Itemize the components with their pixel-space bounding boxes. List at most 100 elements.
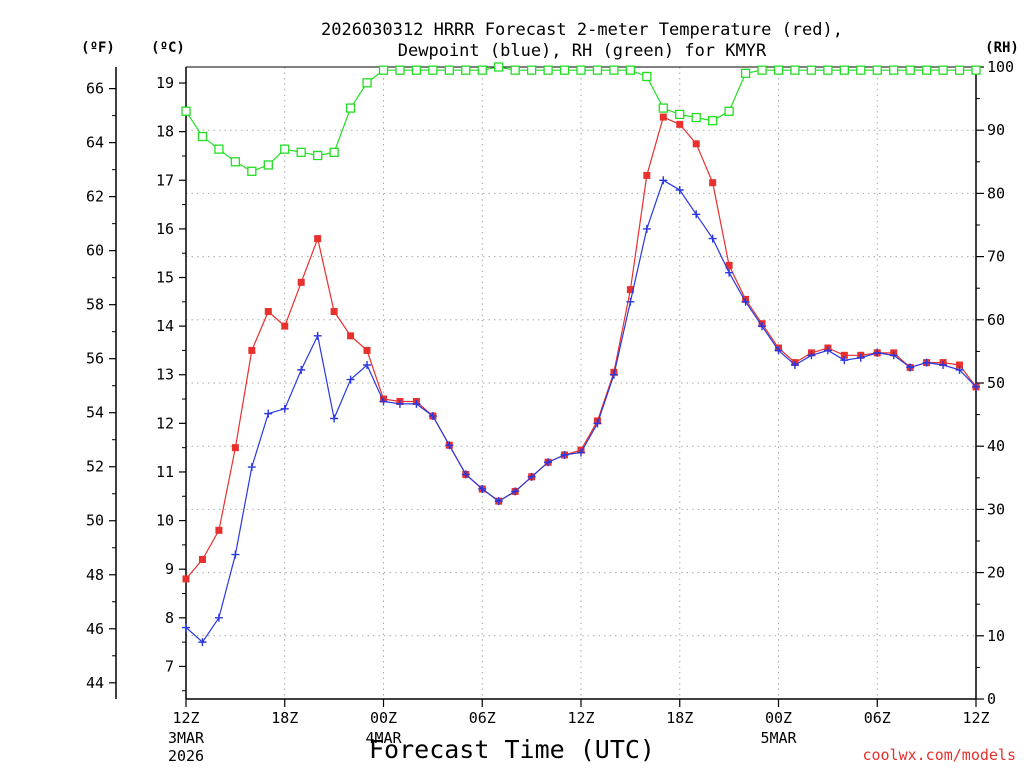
series-layer (181, 62, 981, 647)
dewpoint-point (494, 497, 503, 506)
rh-point (230, 157, 241, 167)
fahrenheit-tick-label: 48 (86, 566, 104, 584)
temperature-point (725, 261, 733, 269)
dewpoint-point (297, 365, 306, 374)
rh-point (757, 65, 767, 75)
fahrenheit-tick-label: 60 (86, 242, 104, 260)
celsius-tick-label: 19 (156, 74, 174, 92)
dewpoint-point (922, 358, 931, 367)
rh-point (658, 103, 668, 113)
x-tick-label: 12Z (172, 709, 199, 727)
temperature-point (314, 235, 322, 243)
rh-point (675, 109, 685, 120)
temperature-point (659, 113, 667, 121)
rh-tick-label: 50 (987, 374, 1005, 392)
rh-point (790, 65, 800, 75)
rh-point (954, 65, 965, 75)
dewpoint-point (247, 463, 256, 472)
fahrenheit-tick-label: 56 (86, 350, 104, 368)
dewpoint-point (840, 356, 849, 365)
temperature-point (363, 346, 371, 354)
dewpoint-point (577, 448, 585, 457)
dewpoint-point (461, 470, 470, 479)
temperature-point (956, 361, 964, 369)
fahrenheit-tick-label: 46 (86, 620, 104, 638)
fahrenheit-tick-label: 64 (86, 134, 104, 152)
x-tick-label: 06Z (469, 709, 496, 727)
rh-point (428, 65, 438, 75)
celsius-tick-label: 13 (156, 366, 174, 384)
temperature-point (709, 179, 717, 187)
x-date-label: 5MAR (760, 729, 797, 747)
rh-point (378, 65, 389, 75)
x-tick-label: 12Z (962, 709, 989, 727)
rh-point (395, 65, 405, 75)
temperature-point (676, 120, 684, 128)
dewpoint-point (758, 322, 767, 331)
temperature-point (347, 332, 355, 340)
fahrenheit-tick-label: 54 (86, 404, 104, 422)
dewpoint-point (692, 210, 701, 219)
dewpoint-point (642, 224, 651, 233)
temperature-point (840, 351, 848, 359)
rh-point (510, 65, 520, 75)
rh-point (296, 147, 306, 157)
dewpoint-point (741, 297, 750, 306)
rh-point (740, 68, 751, 78)
celsius-tick-label: 7 (165, 657, 174, 675)
temperature-point (692, 140, 700, 148)
rh-point (773, 65, 784, 75)
rh-point (576, 65, 586, 75)
dewpoint-point (231, 550, 240, 559)
rh-point (181, 106, 191, 116)
rh-point (526, 65, 537, 75)
rh-tick-label: 60 (987, 311, 1005, 329)
rh-point (856, 65, 866, 75)
temperature-point (231, 444, 239, 452)
rh-tick-label: 90 (987, 121, 1005, 139)
temperature-point (182, 575, 190, 583)
x-year-label: 2026 (168, 747, 204, 765)
celsius-tick-label: 12 (156, 414, 174, 432)
dewpoint-point (856, 353, 865, 362)
temperature-point (248, 346, 256, 354)
rh-point (477, 65, 487, 75)
rh-unit-label: (RH) (985, 40, 1019, 56)
celsius-tick-label: 8 (165, 609, 174, 627)
rh-tick-label: 40 (987, 437, 1005, 455)
dewpoint-point (428, 412, 437, 421)
dewpoint-point (609, 370, 618, 379)
temperature-point (643, 171, 651, 179)
rh-tick-label: 100 (987, 58, 1014, 76)
dewpoint-point (478, 484, 487, 493)
temperature-point (297, 278, 305, 286)
rh-point (345, 103, 356, 113)
rh-point (971, 65, 981, 75)
rh-tick-label: 70 (987, 248, 1005, 266)
rh-point (938, 65, 948, 75)
dewpoint-point (972, 382, 980, 391)
chart-title-line2: Dewpoint (blue), RH (green) for KMYR (398, 41, 767, 61)
rh-point (362, 78, 372, 88)
rh-point (263, 160, 273, 170)
dewpoint-point (445, 441, 454, 450)
dewpoint-point (198, 638, 207, 647)
dewpoint-point (939, 361, 948, 370)
dewpoint-point (511, 487, 520, 496)
credit-label: coolwx.com/models (862, 746, 1016, 764)
fahrenheit-tick-label: 44 (86, 674, 104, 692)
dewpoint-point (955, 365, 964, 374)
rh-point (411, 65, 422, 75)
rh-point (559, 65, 570, 75)
grid-lines (186, 67, 976, 699)
dewpoint-point (675, 185, 684, 194)
dewpoint-point (708, 234, 717, 243)
rh-point (313, 150, 323, 161)
x-tick-label: 00Z (370, 709, 397, 727)
dewpoint-point (659, 176, 668, 185)
rh-point (197, 131, 208, 142)
fahrenheit-tick-label: 58 (86, 296, 104, 314)
temperature-point (626, 286, 634, 294)
